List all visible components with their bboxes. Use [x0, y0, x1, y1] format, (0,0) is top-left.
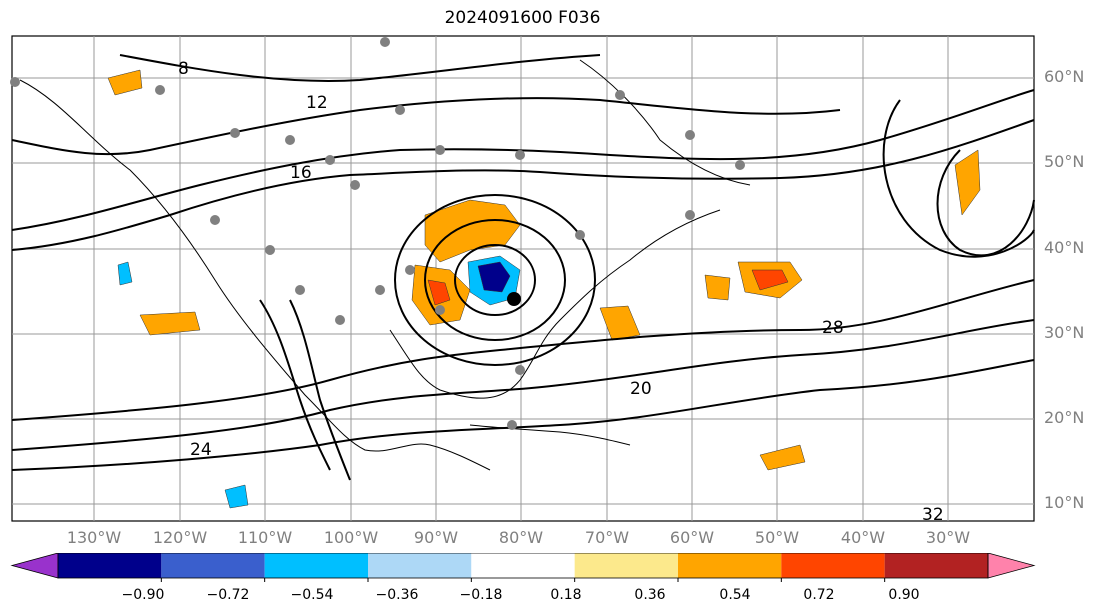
- colorbar-segment: [264, 553, 368, 578]
- station-dot: [507, 420, 517, 430]
- colorbar-tick-label: −0.54: [290, 587, 334, 603]
- lon-label: 90°W: [413, 528, 459, 547]
- contour-label: 20: [630, 379, 652, 399]
- shade-red-atlantic: [751, 269, 789, 291]
- station-dot: [335, 315, 345, 325]
- colorbar-tick-label: −0.36: [375, 587, 419, 603]
- contour-label: 12: [306, 93, 328, 113]
- lat-label: 50°N: [1044, 152, 1085, 171]
- station-dot: [265, 245, 275, 255]
- shade-orange-east-us: [424, 199, 521, 263]
- colorbar-segment: [161, 553, 265, 578]
- station-dot: [230, 128, 240, 138]
- colorbar-tick-label: −0.18: [459, 587, 503, 603]
- lat-label: 10°N: [1044, 493, 1085, 512]
- shade-navy-low: [477, 261, 511, 293]
- shade-orange-b: [704, 274, 731, 301]
- station-dot: [435, 305, 445, 315]
- lon-label: 120°W: [152, 528, 208, 547]
- colorbar-segment: [471, 553, 575, 578]
- station-dot: [515, 150, 525, 160]
- contour-label: 32: [922, 505, 944, 525]
- colorbar-extend-max: [987, 553, 1036, 579]
- station-dot: [285, 135, 295, 145]
- colorbar-tick-label: 0.72: [803, 587, 835, 603]
- station-dot: [575, 230, 585, 240]
- lon-label: 30°W: [925, 528, 971, 547]
- shade-orange-a: [599, 305, 641, 341]
- lat-label: 30°N: [1044, 323, 1085, 342]
- station-dot: [375, 285, 385, 295]
- station-dot: [380, 37, 390, 47]
- lon-label: 70°W: [584, 528, 630, 547]
- colorbar: [10, 553, 1036, 582]
- colorbar-segment: [781, 553, 885, 578]
- lon-label: 40°W: [840, 528, 886, 547]
- lat-label: 60°N: [1044, 67, 1085, 86]
- shade-red-gulf: [427, 279, 451, 306]
- shade-orange-c: [759, 444, 806, 471]
- shade-orange-east: [954, 149, 981, 216]
- station-dot: [10, 77, 20, 87]
- lon-label: 110°W: [237, 528, 293, 547]
- lon-label: 50°W: [754, 528, 800, 547]
- shade-blue-e: [224, 484, 249, 509]
- lat-label: 20°N: [1044, 408, 1085, 427]
- colorbar-segment: [368, 553, 472, 578]
- station-dot: [615, 90, 625, 100]
- station-dot: [325, 155, 335, 165]
- colorbar-tick-label: −0.90: [121, 587, 165, 603]
- lat-label: 40°N: [1044, 238, 1085, 257]
- chart-title: 2024091600 F036: [444, 8, 601, 28]
- contour-label: 16: [290, 163, 312, 183]
- colorbar-segment: [574, 553, 678, 578]
- station-dot: [155, 85, 165, 95]
- colorbar-segment: [678, 553, 782, 578]
- shade-orange-d: [107, 69, 143, 96]
- station-dot: [685, 210, 695, 220]
- colorbar-segment: [58, 553, 162, 578]
- station-dot: [515, 365, 525, 375]
- station-dot: [435, 145, 445, 155]
- colorbar-tick-label: 0.90: [888, 587, 920, 603]
- station-dot: [210, 215, 220, 225]
- lon-label: 80°W: [498, 528, 544, 547]
- station-dot: [685, 130, 695, 140]
- station-dot: [295, 285, 305, 295]
- station-dot: [350, 180, 360, 190]
- colorbar-tick-label: 0.18: [550, 587, 582, 603]
- low-center: [507, 292, 521, 306]
- station-dot: [395, 105, 405, 115]
- colorbar-extend-min: [10, 553, 59, 579]
- station-dot: [735, 160, 745, 170]
- contour-label: 28: [822, 318, 844, 338]
- station-dots: [10, 37, 745, 430]
- lon-label: 130°W: [66, 528, 122, 547]
- lon-label: 60°W: [669, 528, 715, 547]
- colorbar-tick-label: 0.36: [634, 587, 666, 603]
- lon-label: 100°W: [323, 528, 379, 547]
- contour-label: 8: [178, 59, 189, 79]
- coastlines: [19, 59, 751, 471]
- colorbar-tick-label: 0.54: [719, 587, 751, 603]
- station-dot: [405, 265, 415, 275]
- shade-orange-pacific: [139, 311, 201, 336]
- contour-label: 24: [190, 440, 212, 460]
- contours: [11, 54, 1035, 481]
- colorbar-frame: [57, 553, 989, 579]
- contour-labels: 8 12 16 20 24 28 32: [178, 59, 944, 525]
- colorbar-tick-label: −0.72: [206, 587, 250, 603]
- map-panel: [11, 35, 1035, 522]
- shade-blue-f: [117, 261, 133, 286]
- colorbar-segment: [884, 553, 988, 578]
